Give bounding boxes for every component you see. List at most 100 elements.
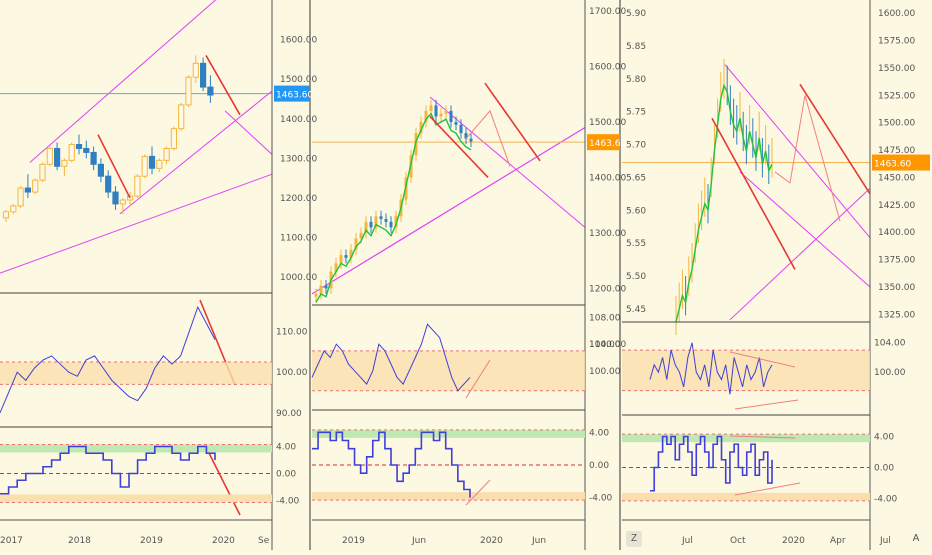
ind1-axis-tick-label: 100.00 [276, 368, 308, 378]
ind2-axis-tick-label: -4.00 [874, 495, 898, 505]
time-axis-label: Jun [411, 536, 426, 546]
candle [33, 180, 38, 192]
price-axis-tick-label: 1575.00 [878, 37, 915, 47]
trend-arrow [205, 445, 240, 515]
ind2-series-line [0, 447, 215, 494]
ind2-axis-tick-label: 4.00 [874, 433, 894, 443]
candle [208, 87, 213, 95]
projection-arrow [735, 400, 798, 409]
time-axis-label: 2020 [480, 536, 503, 546]
upper-band [0, 444, 272, 452]
price-axis-tick-label: 1325.00 [878, 310, 915, 320]
time-axis-label: Se [258, 536, 270, 546]
moving-average-line [676, 85, 772, 322]
range-band [0, 362, 272, 384]
candle [98, 164, 103, 176]
ind2-series-line [650, 437, 772, 491]
price-axis-tick-label: 1600.00 [878, 9, 915, 19]
trend-arrow [485, 83, 540, 161]
candle [325, 286, 328, 289]
left-price-axis-tick-label: 5.50 [626, 272, 646, 282]
last-price-label: 1463.60 [589, 139, 626, 149]
price-axis-tick-label: 1300.00 [589, 229, 626, 239]
price-axis-tick-label: 1600.00 [280, 36, 317, 46]
candle [201, 63, 206, 87]
candle [435, 105, 438, 116]
ind2-axis-tick-label: -4.00 [589, 494, 613, 504]
candle [62, 160, 67, 166]
trend-line [740, 172, 870, 287]
price-axis-tick-label: 1400.00 [280, 115, 317, 125]
candle [157, 160, 162, 168]
time-axis-label: 2020 [212, 536, 235, 546]
lower-band [622, 493, 870, 501]
lower-band [312, 492, 585, 500]
last-price-label: 1463.60 [276, 91, 313, 101]
ind1-axis-tick-label: 104.00 [589, 340, 621, 350]
candle [135, 176, 140, 196]
price-axis-tick-label: 1300.00 [280, 154, 317, 164]
price-axis-tick-label: 1000.00 [280, 273, 317, 283]
candle [445, 111, 448, 114]
projection-path [775, 95, 840, 221]
price-axis-tick-label: 1550.00 [878, 64, 915, 74]
candle [84, 148, 89, 152]
candle [340, 255, 343, 263]
time-axis-label: Jul [879, 536, 891, 546]
time-axis-label: 2019 [140, 536, 163, 546]
price-axis-tick-label: 1375.00 [878, 256, 915, 266]
candle [25, 188, 30, 192]
trend-line [312, 128, 585, 294]
candle [380, 216, 383, 219]
left-price-axis-tick-label: 5.65 [626, 173, 646, 183]
ind1-axis-tick-label: 104.00 [874, 339, 906, 349]
time-axis-label: Jul [681, 536, 693, 546]
candle [18, 188, 23, 206]
candle [390, 222, 393, 228]
price-axis-tick-label: 1500.00 [589, 118, 626, 128]
price-axis-tick-label: 1100.00 [280, 234, 317, 244]
price-axis-tick-label: 1525.00 [878, 91, 915, 101]
time-axis-label: 2017 [0, 536, 23, 546]
time-axis-label: 2020 [782, 536, 805, 546]
ind2-axis-tick-label: 0.00 [874, 464, 894, 474]
candle [193, 63, 198, 77]
lower-band [0, 495, 272, 503]
candle [3, 212, 8, 218]
candle [47, 148, 52, 164]
candle [385, 219, 388, 222]
time-axis-label: Apr [830, 536, 846, 546]
auto-scale-button[interactable]: A [908, 531, 924, 547]
price-axis-tick-label: 1500.00 [280, 75, 317, 85]
candle [69, 145, 74, 161]
price-axis-tick-label: 1400.00 [589, 173, 626, 183]
ind1-axis-tick-label: 90.00 [276, 409, 302, 419]
trend-line [730, 188, 870, 319]
candle [430, 105, 433, 111]
ind2-axis-tick-label: -4.00 [276, 497, 300, 507]
price-axis-tick-label: 1400.00 [878, 228, 915, 238]
ind2-axis-tick-label: 0.00 [589, 461, 609, 471]
price-axis-tick-label: 1425.00 [878, 201, 915, 211]
candle [142, 156, 147, 176]
ind1-axis-tick-label: 100.00 [589, 367, 621, 377]
candle [171, 129, 176, 149]
trend-arrow [430, 116, 488, 177]
trend-arrow [800, 84, 870, 194]
candle [315, 294, 318, 297]
projection-path [466, 111, 510, 166]
candle [440, 114, 443, 117]
left-price-axis-tick-label: 5.80 [626, 75, 646, 85]
left-price-axis-tick-label: 5.90 [626, 9, 646, 19]
candle [76, 145, 81, 149]
upper-band [312, 430, 585, 438]
ind2-axis-tick-label: 0.00 [276, 470, 296, 480]
price-axis-tick-label: 1350.00 [878, 283, 915, 293]
zoom-button[interactable]: Z [626, 531, 642, 547]
ind1-axis-tick-label: 108.00 [589, 314, 621, 324]
left-price-axis-tick-label: 5.60 [626, 206, 646, 216]
price-axis-tick-label: 1450.00 [878, 173, 915, 183]
price-axis-tick-label: 1200.00 [280, 194, 317, 204]
candle [106, 176, 111, 192]
